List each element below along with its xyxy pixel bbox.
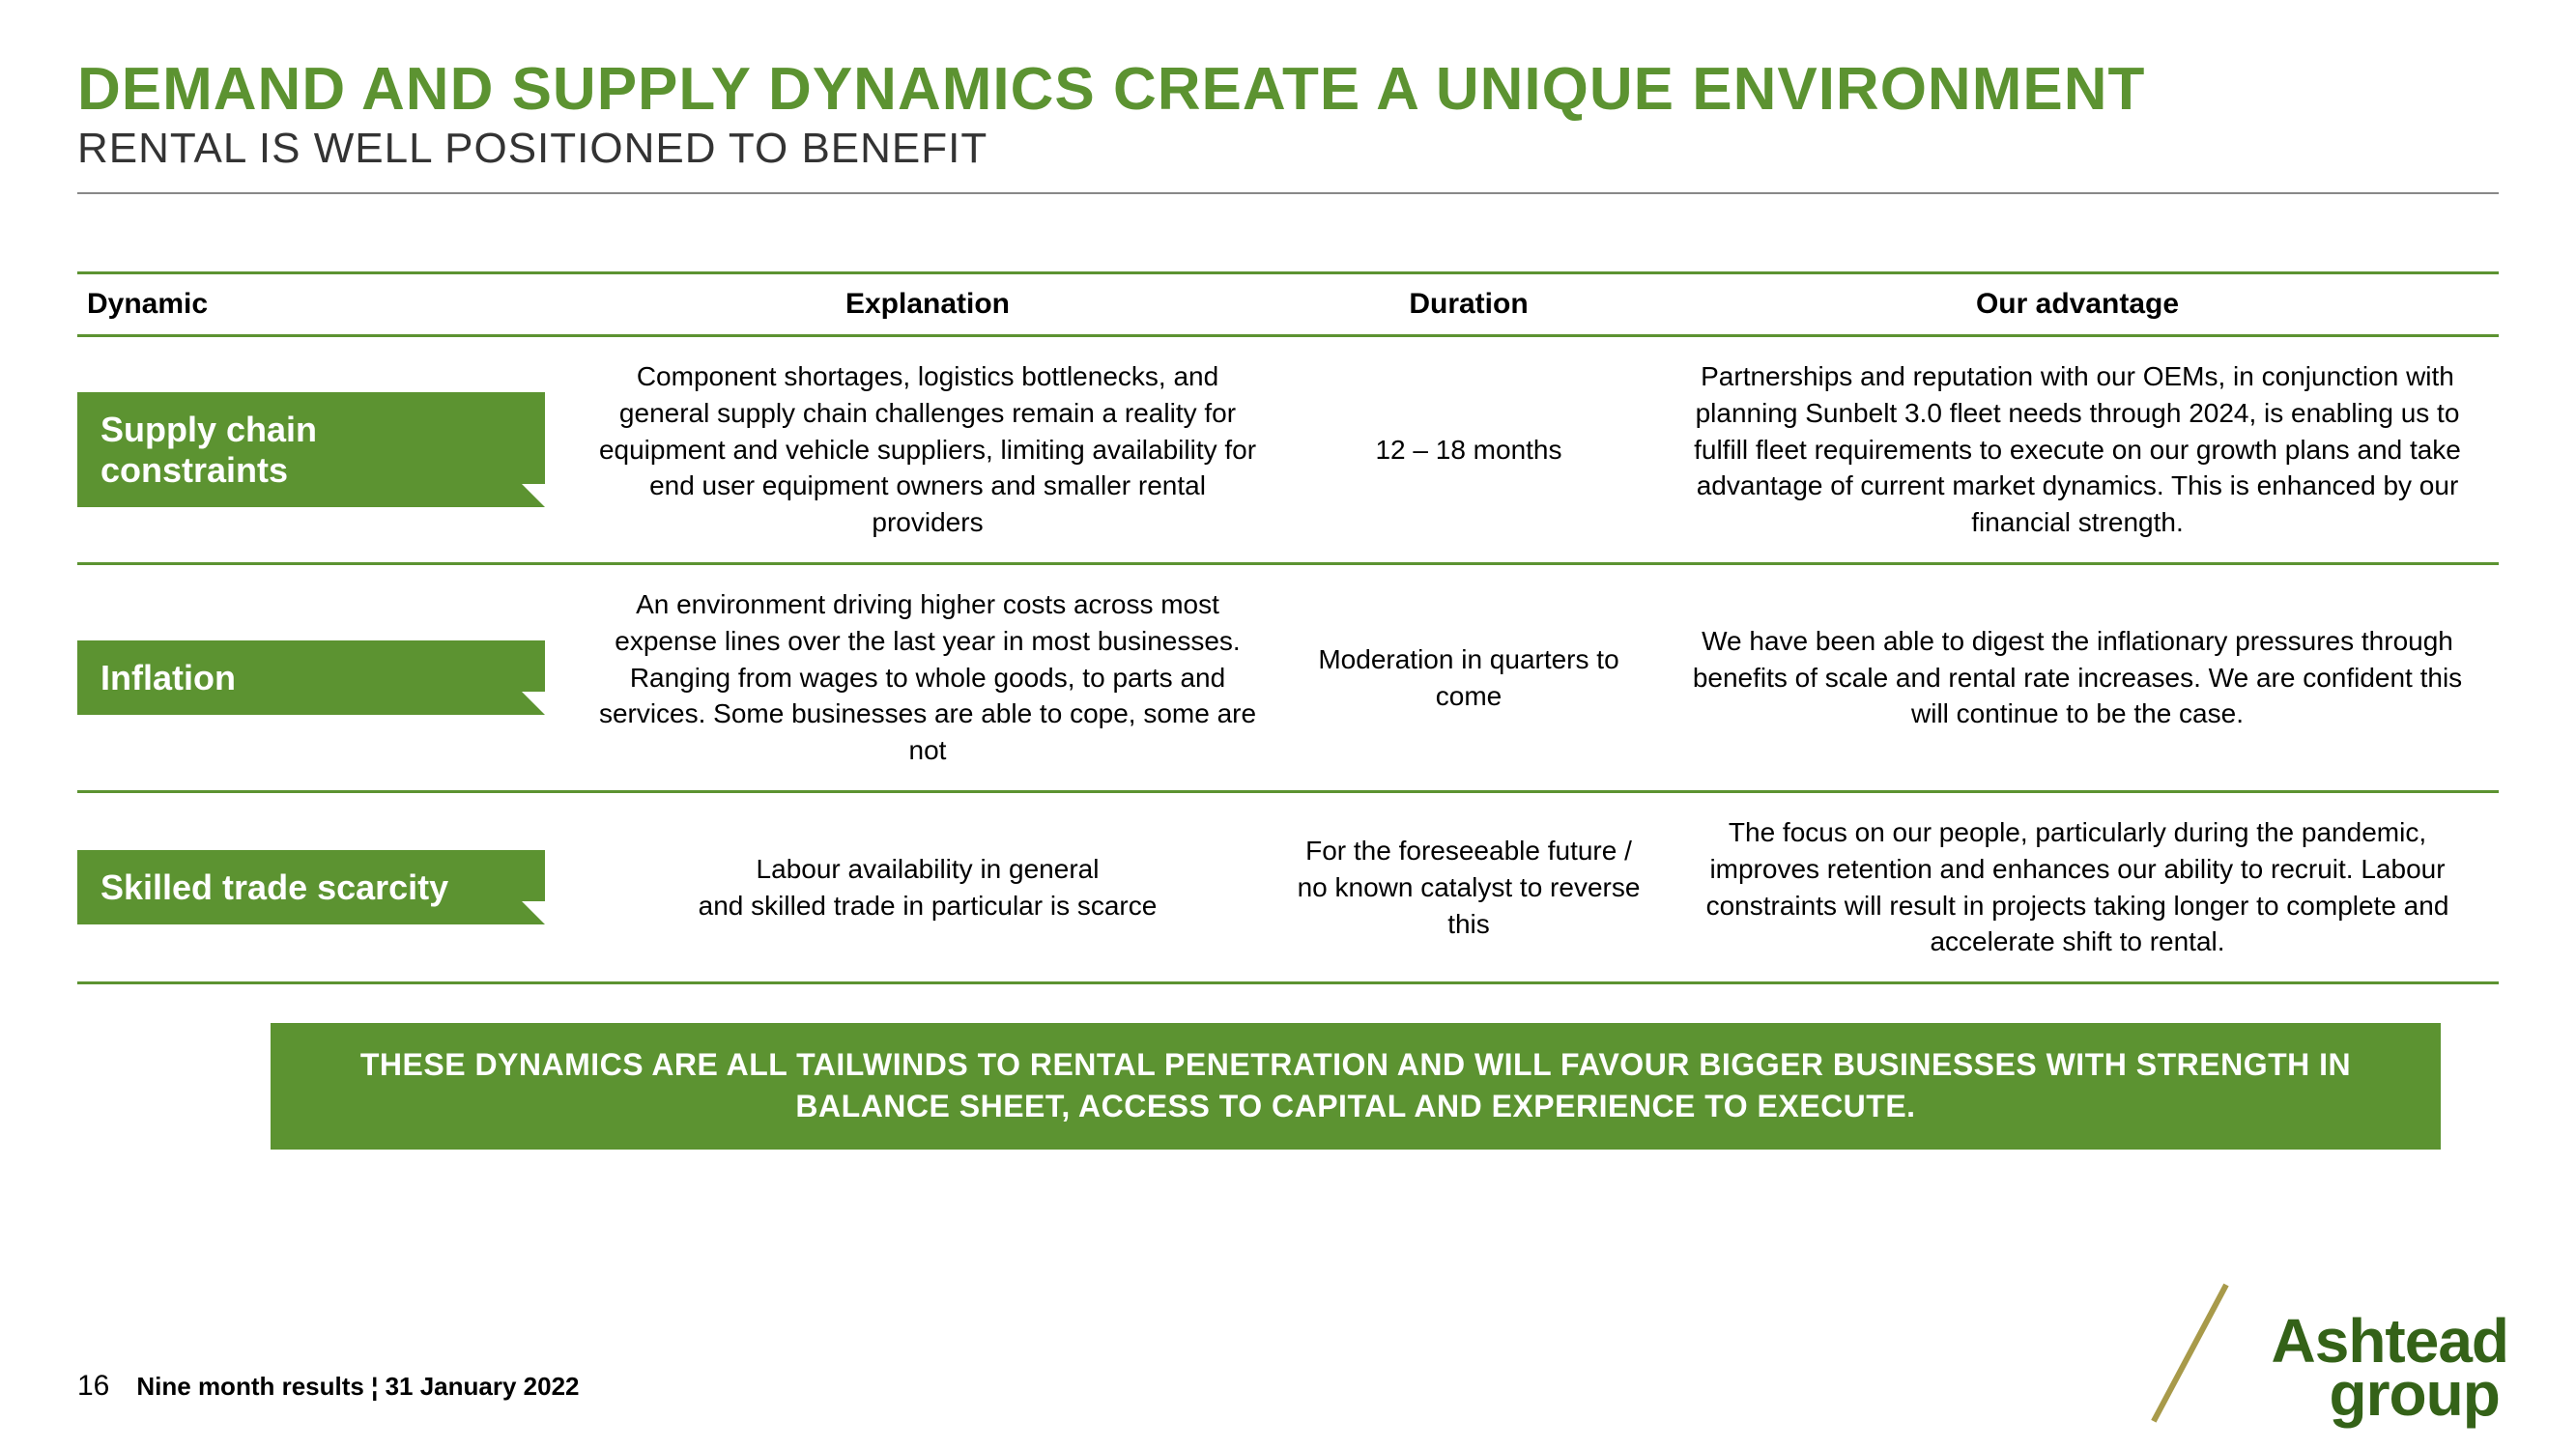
- cell-duration: 12 – 18 months: [1275, 432, 1662, 469]
- col-header-dynamic: Dynamic: [77, 288, 580, 321]
- cell-explanation: Labour availability in general and skill…: [580, 851, 1275, 924]
- cell-explanation: Component shortages, logistics bottlenec…: [580, 358, 1275, 541]
- table-header-row: Dynamic Explanation Duration Our advanta…: [77, 271, 2499, 337]
- cell-duration: For the foreseeable future / no known ca…: [1275, 833, 1662, 942]
- table-row: Inflation An environment driving higher …: [77, 565, 2499, 793]
- cell-advantage: Partnerships and reputation with our OEM…: [1662, 358, 2493, 541]
- table-row: Supply chain constraints Component short…: [77, 337, 2499, 565]
- footer-text: Nine month results ¦ 31 January 2022: [136, 1372, 579, 1402]
- col-header-explanation: Explanation: [580, 288, 1275, 321]
- cell-advantage: The focus on our people, particularly du…: [1662, 814, 2493, 960]
- cell-duration: Moderation in quarters to come: [1275, 641, 1662, 715]
- divider: [77, 192, 2499, 194]
- col-header-advantage: Our advantage: [1662, 288, 2493, 321]
- page-number: 16: [77, 1370, 109, 1403]
- callout-banner: THESE DYNAMICS ARE ALL TAILWINDS TO RENT…: [271, 1023, 2441, 1149]
- logo-slash-icon: [2175, 1285, 2281, 1420]
- dynamics-table: Dynamic Explanation Duration Our advanta…: [77, 271, 2499, 984]
- page-subtitle: RENTAL IS WELL POSITIONED TO BENEFIT: [77, 125, 2499, 173]
- dynamic-badge: Skilled trade scarcity: [77, 850, 522, 924]
- dynamic-badge-wrap: Skilled trade scarcity: [77, 850, 580, 924]
- footer: 16 Nine month results ¦ 31 January 2022: [77, 1370, 580, 1403]
- dynamic-badge: Supply chain constraints: [77, 392, 522, 507]
- cell-explanation: An environment driving higher costs acro…: [580, 586, 1275, 769]
- dynamic-badge-wrap: Supply chain constraints: [77, 392, 580, 507]
- table-row: Skilled trade scarcity Labour availabili…: [77, 793, 2499, 984]
- dynamic-badge-wrap: Inflation: [77, 640, 580, 715]
- ashtead-logo: Ashtead group: [2175, 1285, 2509, 1420]
- cell-advantage: We have been able to digest the inflatio…: [1662, 623, 2493, 732]
- logo-text: Ashtead group: [2272, 1315, 2509, 1420]
- page-title: DEMAND AND SUPPLY DYNAMICS CREATE A UNIQ…: [77, 58, 2499, 121]
- col-header-duration: Duration: [1275, 288, 1662, 321]
- dynamic-badge: Inflation: [77, 640, 522, 715]
- slide: DEMAND AND SUPPLY DYNAMICS CREATE A UNIQ…: [0, 0, 2576, 1449]
